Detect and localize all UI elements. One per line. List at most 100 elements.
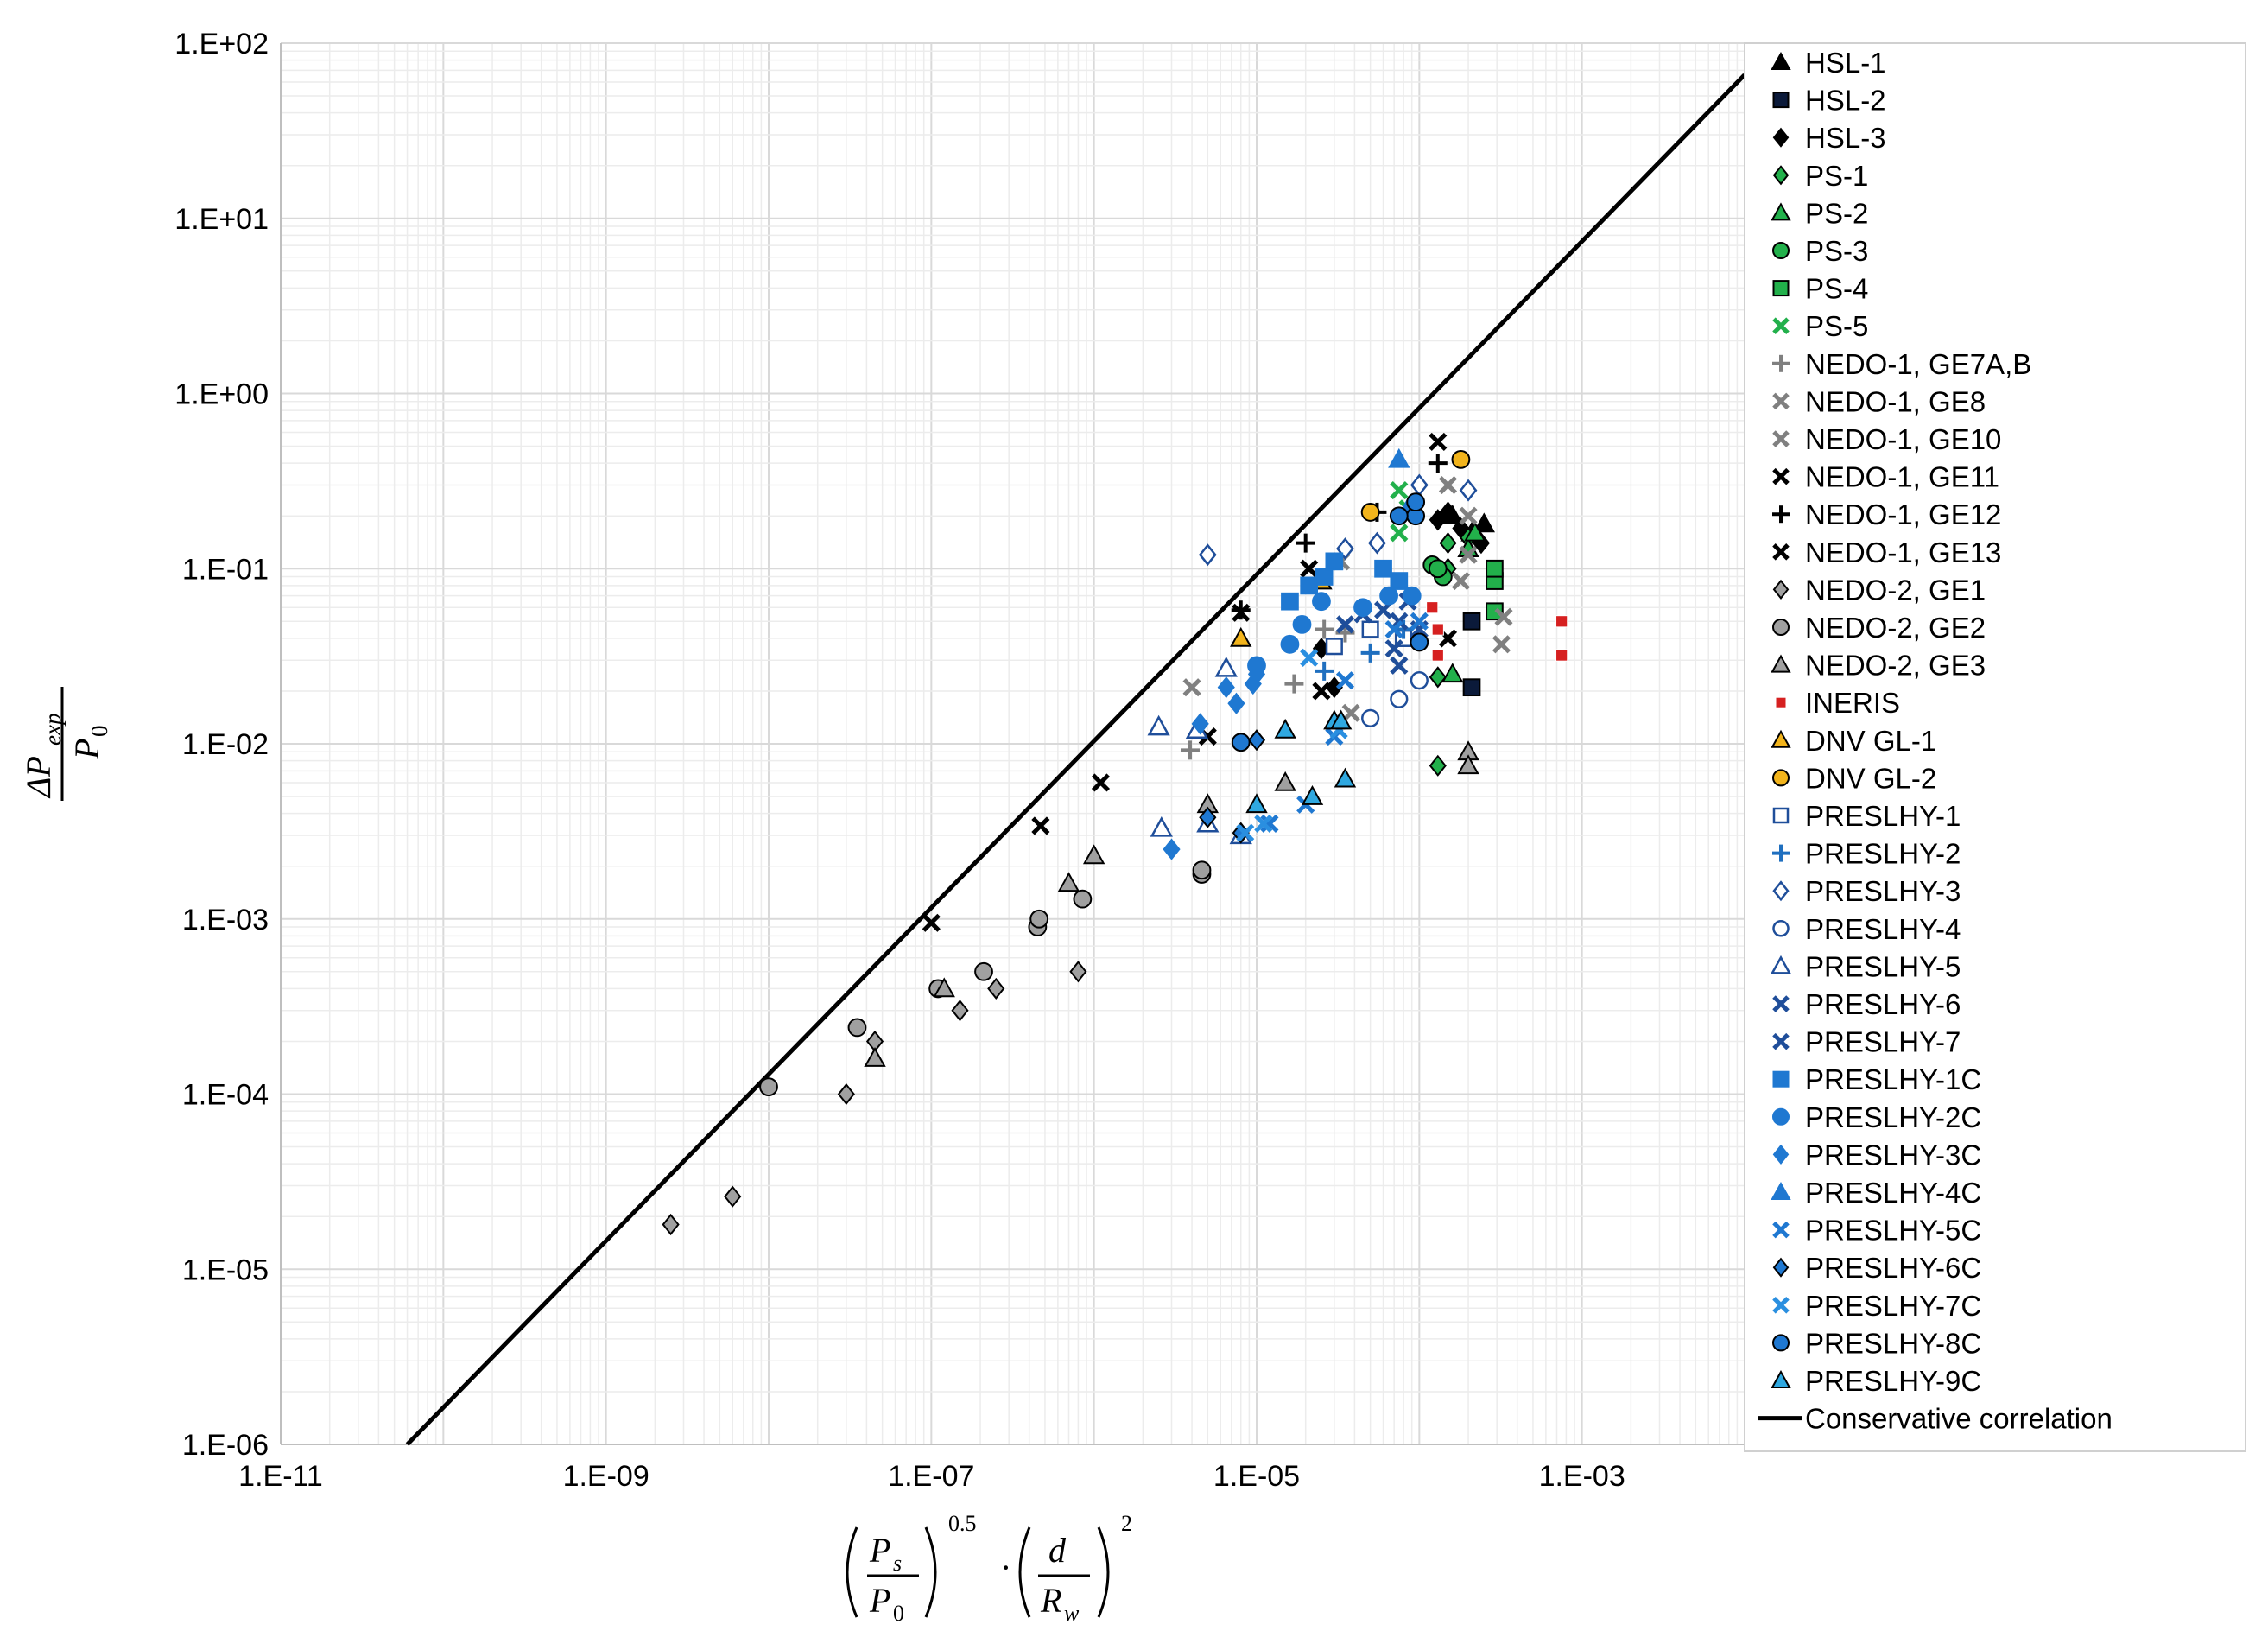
data-point [1384, 639, 1403, 658]
legend-label: PRESLHY-4C [1805, 1177, 1981, 1209]
data-point [951, 1000, 969, 1022]
grid [280, 42, 1745, 1445]
y-tick-label: 1.E-06 [182, 1429, 269, 1462]
legend-marker [1772, 127, 1790, 148]
x-tick-label: 1.E-05 [1213, 1460, 1300, 1493]
data-point [1390, 524, 1409, 543]
legend-label: PRESLHY-4 [1805, 913, 1961, 945]
legend-label: HSL-3 [1805, 122, 1886, 154]
data-point [1341, 703, 1360, 722]
data-point [1555, 615, 1568, 628]
data-point [1410, 612, 1429, 631]
x-tick-labels: 1.E-11 1.E-09 1.E-07 1.E-05 1.E-03 [238, 1460, 1625, 1493]
legend-label: PS-5 [1805, 310, 1868, 342]
legend-marker [1771, 51, 1791, 70]
data-point [1300, 576, 1319, 595]
data-point [1390, 689, 1409, 708]
data-point [1073, 889, 1093, 909]
legend-label: INERIS [1805, 687, 1900, 719]
data-point [1451, 449, 1471, 469]
data-point [1163, 838, 1181, 860]
legend-label: PRESLHY-2C [1805, 1101, 1981, 1133]
data-point [1254, 814, 1273, 834]
series-32 [1199, 729, 1266, 844]
data-point [1031, 816, 1050, 835]
legend-label: PRESLHY-2 [1805, 838, 1961, 870]
data-point [1301, 784, 1324, 805]
data-point [1374, 559, 1392, 578]
legend-label: PRESLHY-1 [1805, 800, 1961, 832]
data-point [1384, 619, 1403, 639]
data-point [1284, 674, 1304, 694]
data-point [1441, 663, 1464, 683]
x-label-ps: P [869, 1531, 890, 1570]
data-point [1312, 682, 1331, 701]
legend-marker [1772, 1257, 1790, 1278]
legend-label: NEDO-2, GE2 [1805, 612, 1986, 644]
data-point [1180, 740, 1200, 760]
data-points [662, 432, 1568, 1236]
legend-marker [1772, 844, 1790, 862]
legend-marker [1772, 505, 1790, 524]
x-label-dot: · [1000, 1548, 1011, 1587]
data-point [1555, 649, 1568, 662]
series-19 [1360, 449, 1471, 522]
data-point [1361, 620, 1379, 638]
legend-marker [1772, 807, 1790, 824]
data-point [1182, 678, 1201, 697]
data-point [837, 1082, 855, 1106]
legend-marker [1772, 1221, 1790, 1239]
data-point [1492, 635, 1511, 654]
data-point [1390, 572, 1409, 590]
data-point [974, 961, 993, 981]
legend-marker [1771, 1369, 1791, 1388]
legend-label: PRESLHY-9C [1805, 1365, 1981, 1397]
series-27 [1281, 552, 1409, 611]
x-tick-label: 1.E-07 [888, 1460, 974, 1493]
series-22 [1198, 473, 1478, 567]
legend-label: PRESLHY-1C [1805, 1063, 1981, 1095]
data-point [1353, 598, 1372, 618]
legend-label: PRESLHY-8C [1805, 1327, 1981, 1359]
legend-label: HSL-1 [1805, 47, 1886, 79]
data-point [759, 1077, 778, 1097]
data-point [1431, 649, 1444, 662]
x-label-exp1: 0.5 [948, 1511, 977, 1536]
legend-label: HSL-2 [1805, 85, 1886, 117]
data-point [1457, 754, 1479, 775]
legend-marker [1772, 354, 1790, 372]
data-point [1315, 568, 1334, 586]
series-14 [662, 961, 1087, 1236]
y-tick-label: 1.E-05 [182, 1253, 269, 1286]
legend-marker [1772, 242, 1790, 259]
data-point [1296, 533, 1315, 553]
legend-marker [1772, 467, 1790, 485]
series-29 [1163, 663, 1266, 860]
data-point [1198, 543, 1217, 567]
data-point [1335, 615, 1355, 634]
legend-marker [1772, 92, 1790, 109]
data-point [1429, 754, 1447, 777]
legend-label: NEDO-1, GE10 [1805, 423, 2001, 455]
legend-label: PRESLHY-7C [1805, 1290, 1981, 1322]
y-tick-label: 1.E-04 [182, 1079, 269, 1112]
legend-label: PRESLHY-6 [1805, 988, 1961, 1020]
legend-label: PS-1 [1805, 160, 1868, 192]
legend-marker [1772, 280, 1790, 297]
legend-marker [1772, 1032, 1790, 1050]
data-point [1410, 632, 1429, 652]
data-point [1368, 531, 1386, 555]
data-point [922, 913, 941, 932]
data-point [1462, 612, 1481, 631]
data-point [1325, 638, 1343, 656]
data-point [1280, 634, 1300, 654]
legend-marker [1772, 1070, 1790, 1088]
legend-label: PRESLHY-5 [1805, 950, 1961, 982]
data-point [933, 977, 955, 998]
data-point [1462, 678, 1481, 697]
legend-marker [1771, 1181, 1791, 1200]
x-label-p0: P [869, 1581, 890, 1620]
data-point [1217, 676, 1235, 699]
series-33 [1236, 648, 1348, 842]
